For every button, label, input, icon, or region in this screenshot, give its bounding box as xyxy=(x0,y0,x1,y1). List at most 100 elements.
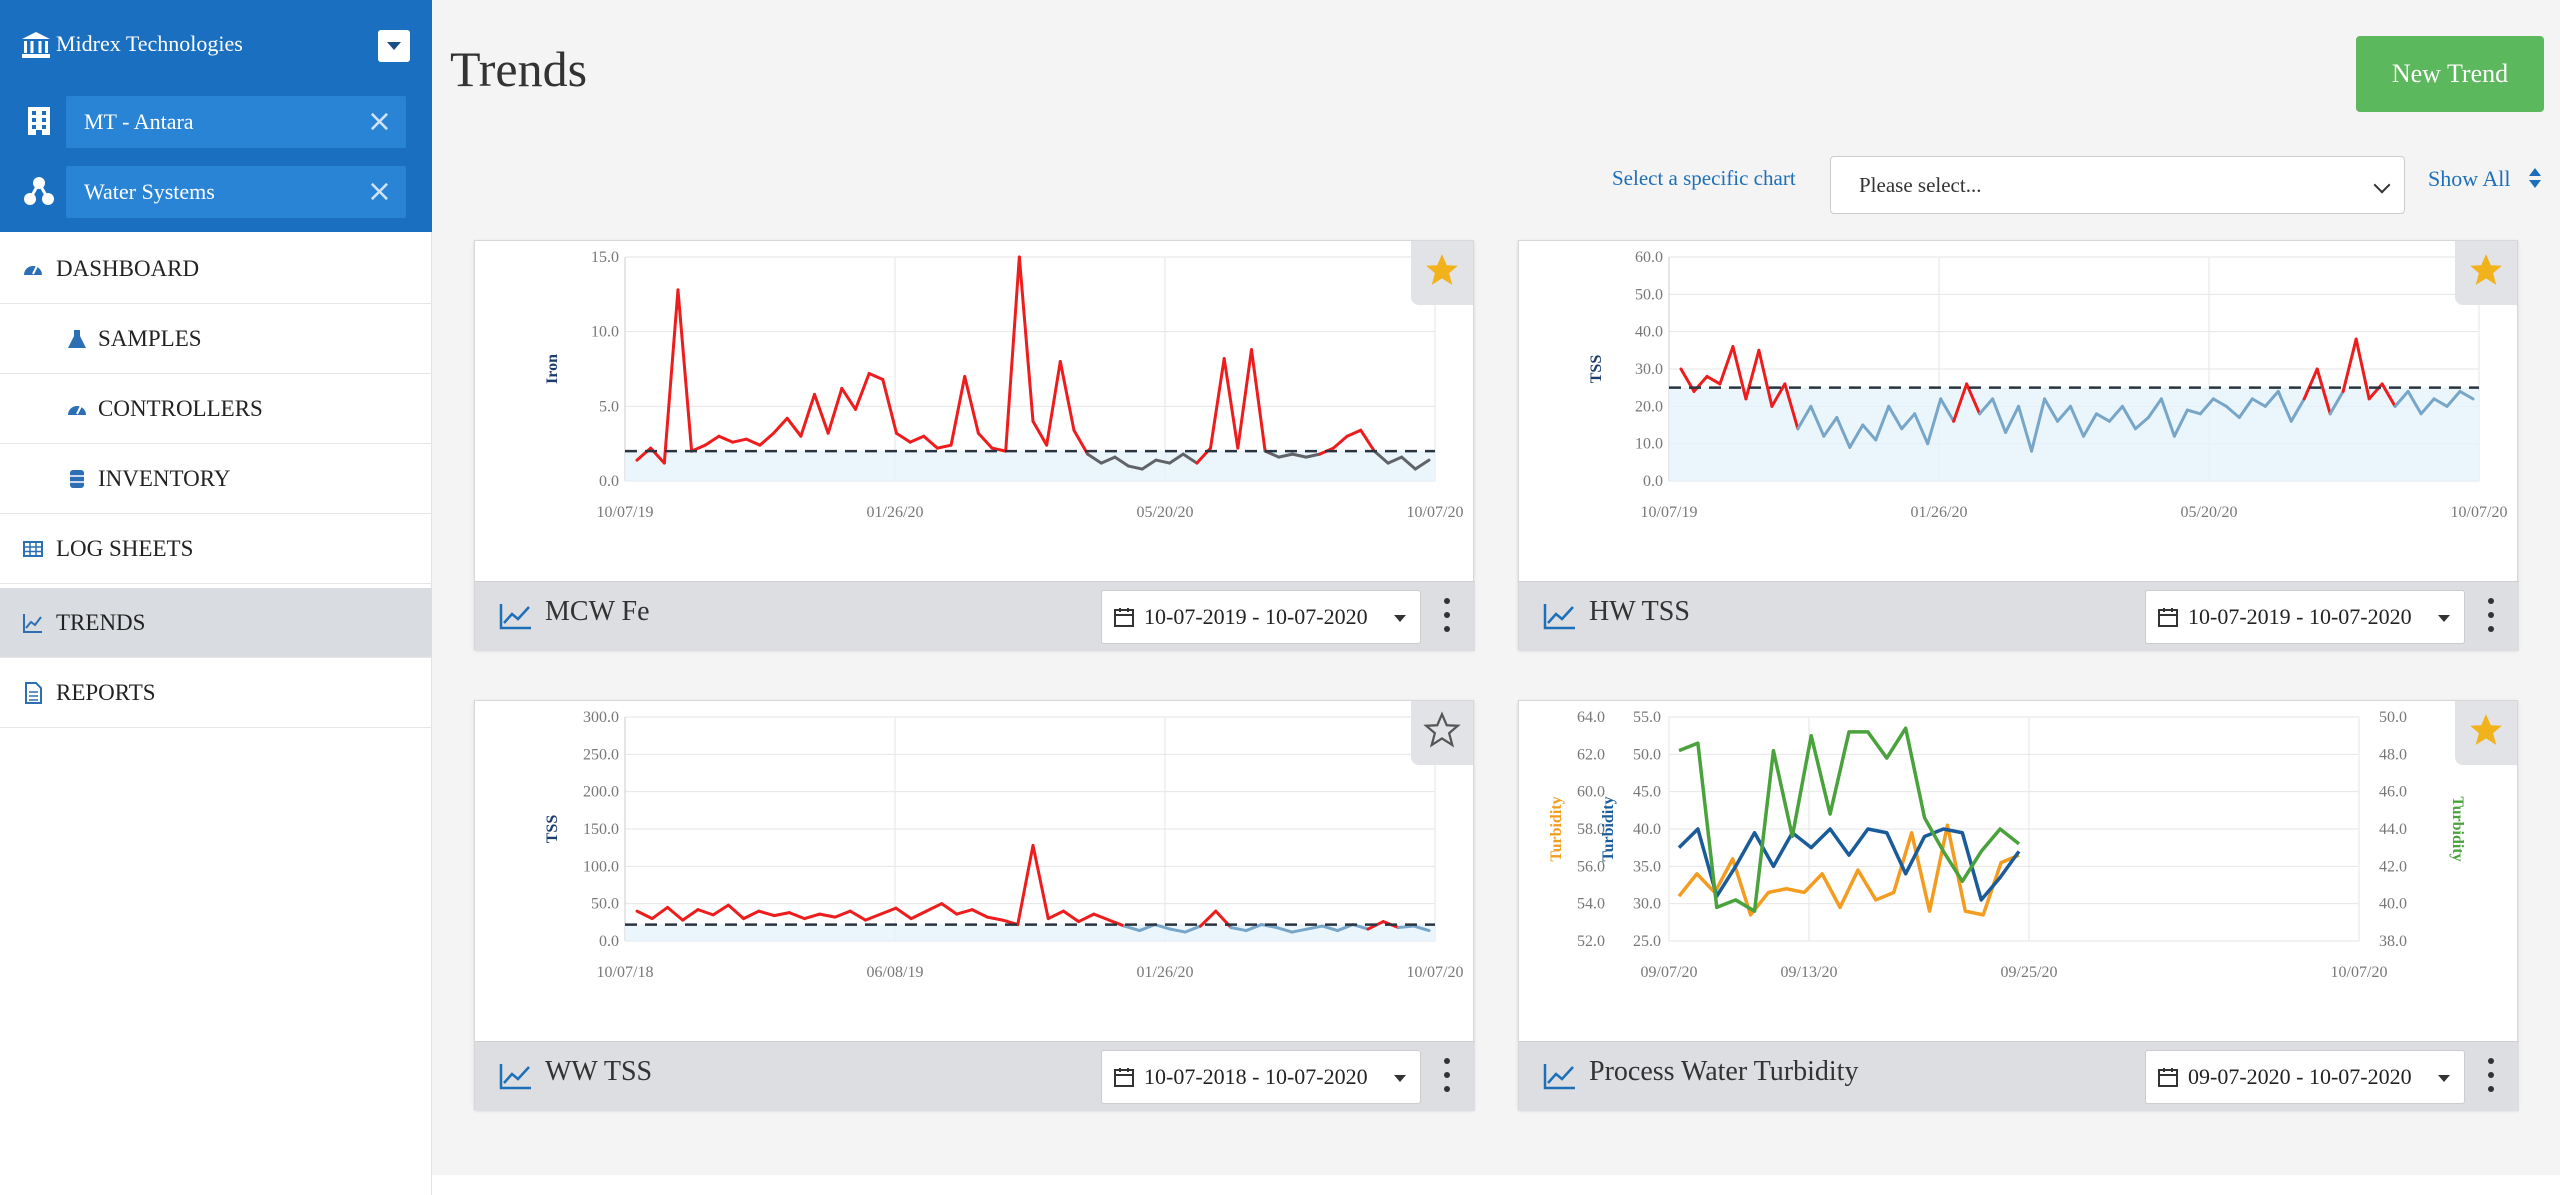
favorite-toggle[interactable] xyxy=(2455,701,2517,765)
series-segment xyxy=(922,434,939,450)
series-segment xyxy=(1046,909,1065,921)
new-trend-button[interactable]: New Trend xyxy=(2356,36,2544,112)
series-segment xyxy=(1168,927,1187,934)
date-range-value: 10-07-2019 - 10-07-2020 xyxy=(2188,604,2412,629)
series-segment xyxy=(757,909,776,918)
nav-label-inventory: INVENTORY xyxy=(98,466,231,491)
series-segment xyxy=(955,908,974,916)
nav-item-controllers[interactable]: CONTROLLERS xyxy=(0,374,432,444)
y-tick-label: 30.0 xyxy=(1633,896,1661,913)
date-range-button[interactable]: 09-07-2020 - 10-07-2020 xyxy=(2145,1050,2465,1104)
star-filled-icon xyxy=(2470,254,2502,286)
show-all-toggle[interactable]: Show All xyxy=(2428,166,2511,191)
series-segment xyxy=(1331,434,1349,450)
remove-system-icon[interactable]: × xyxy=(366,174,392,209)
date-range-value: 09-07-2020 - 10-07-2020 xyxy=(2188,1064,2412,1089)
x-tick-label: 10/07/20 xyxy=(2451,504,2508,521)
y-tick-label: 48.0 xyxy=(2379,746,2407,763)
calendar-icon xyxy=(1114,1068,1134,1087)
more-options-icon[interactable] xyxy=(1441,598,1453,634)
main-content: Trends New Trend Select a specific chart… xyxy=(432,0,2560,1175)
company-dropdown-button[interactable] xyxy=(378,30,410,62)
series-segment xyxy=(1113,455,1131,468)
date-range-button[interactable]: 10-07-2019 - 10-07-2020 xyxy=(2145,590,2465,644)
series-segment xyxy=(1304,452,1322,459)
series-segment xyxy=(2354,337,2371,401)
series-segment xyxy=(2081,412,2098,438)
date-range-button[interactable]: 10-07-2019 - 10-07-2020 xyxy=(1101,590,1421,644)
chart-select-value: Please select... xyxy=(1859,173,1982,197)
scope-site-pill[interactable]: MT - Antara × xyxy=(66,96,406,148)
x-tick-label: 10/07/20 xyxy=(1407,504,1464,521)
series-segment xyxy=(1031,843,1050,921)
date-range-value: 10-07-2019 - 10-07-2020 xyxy=(1144,604,1368,629)
favorite-toggle[interactable] xyxy=(1411,241,1473,305)
y-axis-title: TSS xyxy=(1588,355,1605,384)
select-chart-label: Select a specific chart xyxy=(1612,166,1796,190)
chart-hw-tss[interactable]: 0.0 10.0 20.0 30.0 40.0 50.0 60.0 10/07/19 01/26… xyxy=(1519,241,2519,581)
star-filled-icon xyxy=(2470,714,2502,746)
line-chart-icon xyxy=(1543,604,1575,630)
nav-item-reports[interactable]: REPORTS xyxy=(0,658,432,728)
sort-icon[interactable] xyxy=(2528,166,2542,190)
series-segment xyxy=(681,908,700,922)
card-footer: Process Water Turbidity 09-07-2020 - 10-… xyxy=(1519,1041,2519,1111)
more-options-icon[interactable] xyxy=(2485,598,2497,634)
favorite-toggle[interactable] xyxy=(1411,701,1473,765)
x-tick-label: 10/07/19 xyxy=(597,504,654,521)
series-segment xyxy=(1127,464,1144,471)
series-segment xyxy=(1835,416,1852,449)
series-segment xyxy=(2056,404,2073,423)
document-icon xyxy=(25,682,42,704)
y-tick-label: 15.0 xyxy=(591,249,619,266)
chart-select[interactable]: Please select... xyxy=(1830,156,2405,214)
series-segment xyxy=(2224,404,2241,420)
date-range-button[interactable]: 10-07-2018 - 10-07-2020 xyxy=(1101,1050,1421,1104)
series-segment xyxy=(731,437,748,444)
more-options-icon[interactable] xyxy=(1441,1058,1453,1094)
x-tick-label: 10/07/20 xyxy=(2331,964,2388,981)
chart-mcw-fe[interactable]: 0.0 5.0 10.0 15.0 10/07/19 01/26/20 05/20/20 10… xyxy=(475,241,1475,581)
series-segment xyxy=(1004,255,1021,453)
chart-ww-tss[interactable]: 0.0 50.0 100.0 150.0 200.0 250.0 300.0 10/07/18… xyxy=(475,701,1475,1041)
favorite-toggle[interactable] xyxy=(2455,241,2517,305)
line-chart-icon xyxy=(499,1064,531,1090)
y-tick-label: 54.0 xyxy=(1577,896,1605,913)
x-tick-label: 10/07/18 xyxy=(597,964,654,981)
nav-item-inventory[interactable]: INVENTORY xyxy=(0,444,432,514)
series-segment xyxy=(1770,382,1787,408)
series-segment xyxy=(818,912,837,919)
remove-site-icon[interactable]: × xyxy=(366,104,392,139)
y-axis-title: Iron xyxy=(544,354,561,384)
more-options-icon[interactable] xyxy=(2485,1058,2497,1094)
series-segment xyxy=(2120,404,2137,431)
y-tick-label: 50.0 xyxy=(1633,746,1661,763)
series-segment xyxy=(881,377,898,435)
series-segment xyxy=(2419,397,2436,416)
nav-item-dashboard[interactable]: DASHBOARD xyxy=(0,234,432,304)
x-tick-label: 09/07/20 xyxy=(1641,964,1698,981)
series-segment xyxy=(1236,348,1253,450)
company-selector[interactable]: Midrex Technologies xyxy=(0,14,432,74)
page-title: Trends xyxy=(450,41,588,97)
series-segment xyxy=(1181,452,1199,465)
series-segment xyxy=(1122,924,1142,933)
nav-item-trends[interactable]: TRENDS xyxy=(0,588,432,658)
series-segment xyxy=(665,905,685,922)
nav-item-log-sheets[interactable]: LOG SHEETS xyxy=(0,514,432,584)
series-segment xyxy=(2276,389,2293,423)
series-segment xyxy=(1244,923,1263,933)
scope-system-pill[interactable]: Water Systems × xyxy=(66,166,406,218)
nav-item-samples[interactable]: SAMPLES xyxy=(0,304,432,374)
series-segment xyxy=(2432,397,2449,408)
card-footer: WW TSS 10-07-2018 - 10-07-2020 xyxy=(475,1041,1475,1111)
series-segment xyxy=(799,392,817,438)
y-tick-label: 60.0 xyxy=(1635,249,1663,266)
chart-process-water-turbidity[interactable]: 09/07/20 09/13/20 09/25/20 10/07/20 52.0 54.0… xyxy=(1519,701,2519,1041)
y-tick-label: 20.0 xyxy=(1635,398,1663,415)
x-tick-label: 10/07/19 xyxy=(1641,504,1698,521)
series-segment xyxy=(2069,404,2085,438)
dashboard-icon xyxy=(24,265,42,275)
star-filled-icon xyxy=(1426,254,1458,286)
y-tick-label: 40.0 xyxy=(1633,821,1661,838)
